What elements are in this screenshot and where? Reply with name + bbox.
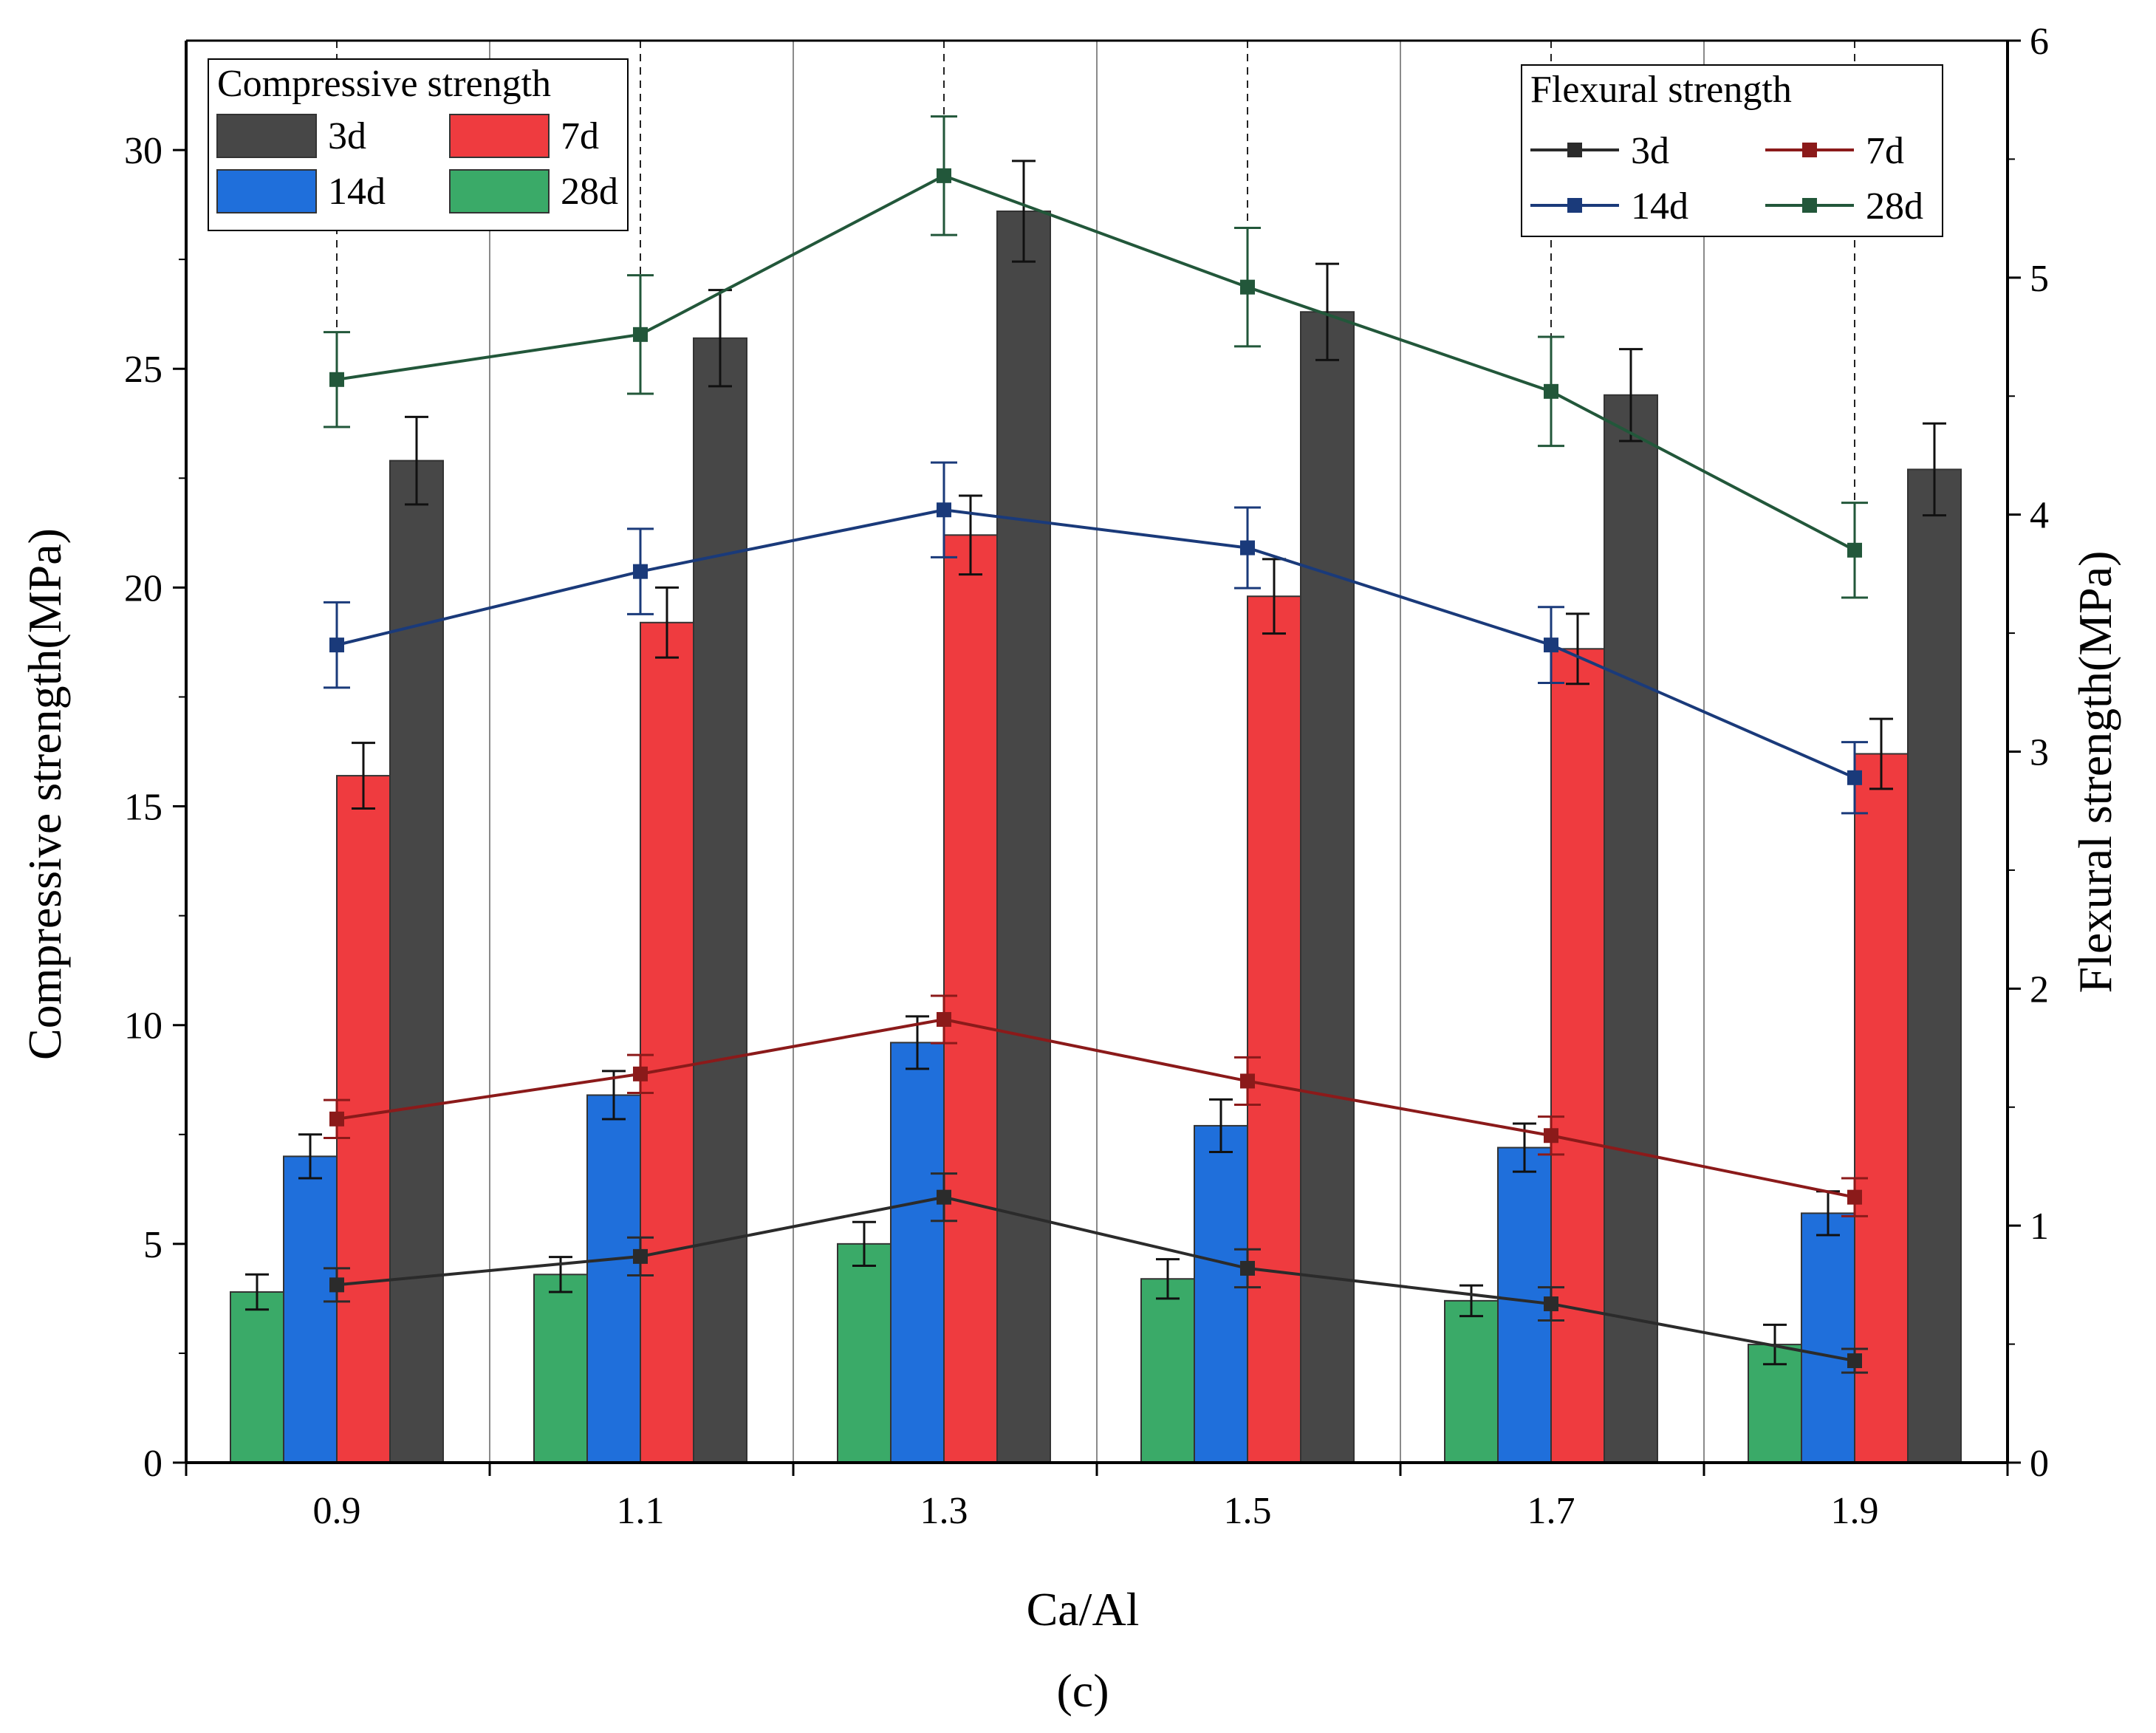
x-tick-label-1.9: 1.9 <box>1831 1490 1879 1532</box>
bar-legend-label-28d: 28d <box>561 171 618 213</box>
line-point-7d-1.5 <box>1240 1073 1255 1089</box>
y-tick-label-right: 4 <box>2030 495 2049 537</box>
line-point-14d-1.5 <box>1240 540 1255 556</box>
line-point-7d-1.7 <box>1544 1128 1558 1144</box>
line-point-14d-1.9 <box>1847 770 1862 785</box>
bar-7d-1.7 <box>1550 648 1605 1463</box>
y-axis-title-left: Compressive strength(MPa) <box>18 528 71 1060</box>
y-tick-label-left: 30 <box>124 130 162 172</box>
bar-7d-1.1 <box>640 621 694 1463</box>
line-point-7d-1.1 <box>633 1066 648 1081</box>
bar-14d-1.5 <box>1194 1124 1248 1464</box>
line-legend-label-3d: 3d <box>1631 130 1669 172</box>
bar-14d-1.3 <box>890 1042 945 1463</box>
bar-legend-swatch-28d <box>449 169 550 213</box>
y-tick-label-right: 0 <box>2030 1443 2049 1485</box>
bar-3d-1.3 <box>996 211 1051 1463</box>
line-point-28d-1.5 <box>1240 279 1255 295</box>
bar-28d-0.9 <box>230 1291 284 1463</box>
bar-legend-title: Compressive strength <box>217 63 551 105</box>
bar-28d-1.1 <box>533 1274 588 1464</box>
bar-legend-label-3d: 3d <box>328 115 366 157</box>
y-tick-label-left: 10 <box>124 1005 162 1047</box>
y-tick-label-left: 25 <box>124 349 162 391</box>
line-point-3d-1.5 <box>1240 1260 1255 1276</box>
line-legend-marker-28d <box>1802 198 1817 213</box>
line-point-28d-1.9 <box>1847 542 1862 558</box>
line-point-28d-1.7 <box>1544 383 1558 399</box>
line-point-3d-1.7 <box>1544 1296 1558 1312</box>
line-14d <box>336 508 1855 779</box>
line-point-14d-1.3 <box>937 502 951 518</box>
bar-3d-0.9 <box>389 459 444 1463</box>
x-tick-label-1.1: 1.1 <box>617 1490 665 1532</box>
x-tick-label-1.7: 1.7 <box>1527 1490 1575 1532</box>
y-tick-label-left: 15 <box>124 787 162 829</box>
bar-legend-swatch-7d <box>449 114 550 158</box>
axes-layer: 0 5 10 15 20 25 30 0 1 2 3 4 5 6 0.9 1.1 1.3 1.5 1.7 1.9 <box>124 21 2049 1532</box>
y-tick-label-right: 6 <box>2030 21 2049 63</box>
line-legend-title: Flexural strength <box>1530 69 1792 111</box>
line-point-3d-1.1 <box>633 1248 648 1264</box>
y-tick-label-right: 3 <box>2030 732 2049 774</box>
bar-3d-1.5 <box>1300 311 1355 1464</box>
line-legend-label-7d: 7d <box>1866 130 1904 172</box>
legends-layer: Compressive strength 3d 7d 14d 28d Flexural s… <box>208 58 1943 237</box>
x-tick-label-1.3: 1.3 <box>920 1490 968 1532</box>
y-tick-label-right: 1 <box>2030 1206 2049 1248</box>
line-point-3d-1.3 <box>937 1189 951 1205</box>
bar-3d-1.9 <box>1907 468 1962 1463</box>
y-tick-label-right: 2 <box>2030 968 2049 1011</box>
x-axis-title: Ca/Al <box>1027 1583 1140 1635</box>
line-7d <box>336 1018 1855 1199</box>
bar-3d-1.1 <box>693 337 747 1463</box>
bar-28d-1.5 <box>1140 1278 1195 1463</box>
bar-14d-1.9 <box>1801 1212 1855 1464</box>
bar-legend-label-7d: 7d <box>561 115 599 157</box>
line-point-14d-1.1 <box>633 564 648 579</box>
bar-28d-1.3 <box>837 1243 892 1464</box>
y-axis-title-right: Flexural strength(MPa) <box>2069 551 2121 994</box>
line-legend-marker-14d <box>1567 198 1582 213</box>
line-legend-label-28d: 28d <box>1866 185 1923 228</box>
y-tick-label-left: 0 <box>143 1443 162 1485</box>
bar-legend-label-14d: 14d <box>328 171 386 213</box>
bar-7d-1.3 <box>943 534 998 1463</box>
bar-14d-1.7 <box>1497 1146 1552 1463</box>
y-tick-label-left: 5 <box>143 1224 162 1266</box>
bar-7d-0.9 <box>336 775 391 1463</box>
line-point-7d-1.3 <box>937 1012 951 1028</box>
y-tick-label-left: 20 <box>124 567 162 609</box>
bar-3d-1.7 <box>1604 394 1658 1463</box>
line-legend-marker-3d <box>1567 143 1582 157</box>
line-legend-label-14d: 14d <box>1631 185 1688 228</box>
line-point-14d-1.7 <box>1544 638 1558 653</box>
bar-legend-swatch-14d <box>216 169 317 213</box>
bar-14d-1.1 <box>586 1094 641 1463</box>
line-point-3d-0.9 <box>329 1277 344 1293</box>
line-legend-marker-7d <box>1802 143 1817 157</box>
line-point-28d-0.9 <box>329 372 344 387</box>
bar-14d-0.9 <box>283 1155 338 1464</box>
line-point-28d-1.1 <box>633 327 648 342</box>
lines-layer <box>324 115 1868 1374</box>
line-3d <box>336 1195 1855 1363</box>
bar-legend-swatch-3d <box>216 114 317 158</box>
line-point-28d-1.3 <box>937 168 951 183</box>
line-point-14d-0.9 <box>329 638 344 653</box>
line-point-3d-1.9 <box>1847 1353 1862 1369</box>
bar-7d-1.5 <box>1247 595 1301 1464</box>
bar-7d-1.9 <box>1854 753 1909 1463</box>
line-point-7d-1.9 <box>1847 1189 1862 1205</box>
x-tick-label-0.9: 0.9 <box>313 1490 361 1532</box>
line-point-7d-0.9 <box>329 1111 344 1127</box>
y-tick-label-right: 5 <box>2030 258 2049 300</box>
x-tick-label-1.5: 1.5 <box>1224 1490 1272 1532</box>
line-28d <box>336 174 1855 552</box>
figure-caption: (c) <box>1056 1664 1109 1717</box>
bar-28d-1.7 <box>1444 1299 1499 1464</box>
